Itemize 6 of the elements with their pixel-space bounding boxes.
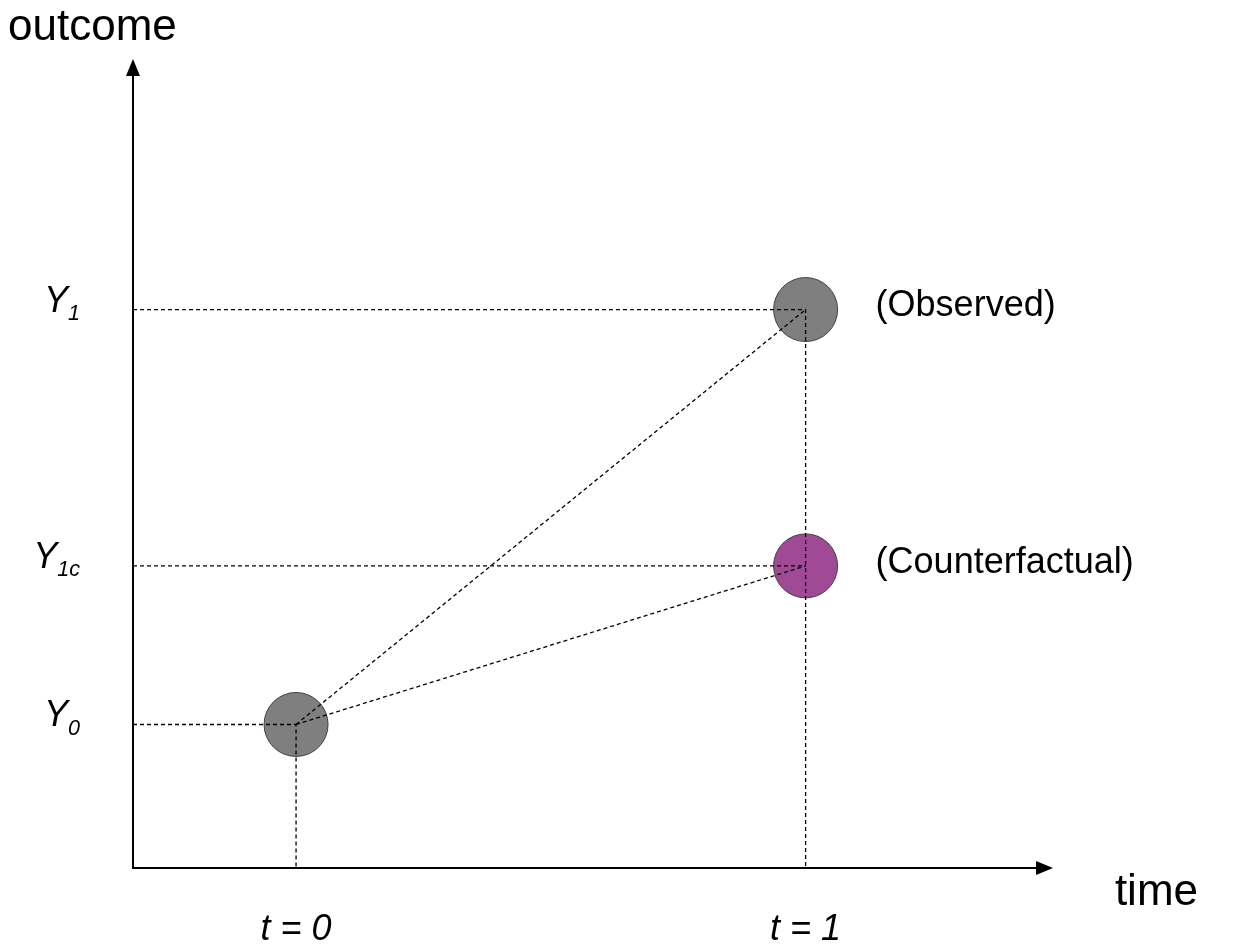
x-tick-label: t = 1 [770,907,842,949]
series-label: (Counterfactual) [875,539,1134,581]
series-label: (Observed) [875,283,1056,325]
y-axis-title: outcome [8,0,177,50]
x-tick-label: t = 0 [260,907,332,949]
x-axis-title: time [1114,865,1198,915]
